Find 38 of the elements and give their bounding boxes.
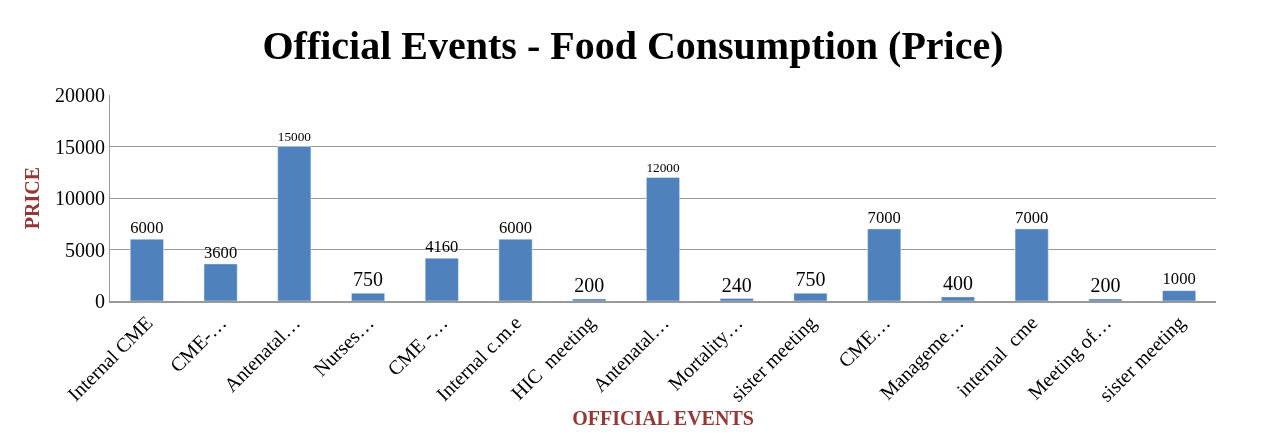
data-label: 7000 (1015, 207, 1049, 227)
bar (1088, 298, 1123, 301)
bar (277, 146, 312, 301)
bar (203, 263, 238, 301)
data-label: 6000 (130, 217, 164, 237)
data-label: 400 (942, 271, 973, 294)
bar (572, 298, 607, 301)
bar (351, 293, 385, 301)
data-label: 12000 (646, 159, 680, 175)
y-tick-label: 10000 (55, 187, 105, 209)
bar (498, 238, 533, 301)
bar (130, 238, 164, 301)
data-label: 750 (795, 268, 826, 291)
data-label: 1000 (1162, 269, 1196, 289)
bar (719, 298, 754, 301)
data-label: 200 (574, 273, 605, 296)
data-label: 15000 (277, 128, 312, 144)
data-label: 6000 (498, 217, 533, 237)
y-tick-label: 5000 (65, 238, 105, 261)
bar (1014, 228, 1049, 301)
y-tick-label: 20000 (55, 84, 105, 106)
bar (424, 257, 459, 301)
data-label: 7000 (867, 207, 901, 227)
bar (793, 293, 828, 301)
data-label: 240 (721, 273, 752, 296)
data-label: 4160 (425, 236, 459, 256)
bar (646, 177, 680, 301)
bar (1162, 290, 1196, 301)
x-axis-title: OFFICIAL EVENTS (572, 406, 754, 429)
y-tick-label: 15000 (55, 135, 105, 158)
bar (867, 228, 902, 301)
data-label: 750 (353, 268, 384, 291)
y-axis-title: PRICE (20, 166, 43, 230)
chart-title: Official Events - Food Consumption (Price) (262, 22, 1004, 68)
bar (941, 296, 975, 301)
data-label: 200 (1090, 273, 1121, 296)
data-label: 3600 (204, 242, 238, 262)
y-tick-label: 0 (95, 290, 105, 312)
